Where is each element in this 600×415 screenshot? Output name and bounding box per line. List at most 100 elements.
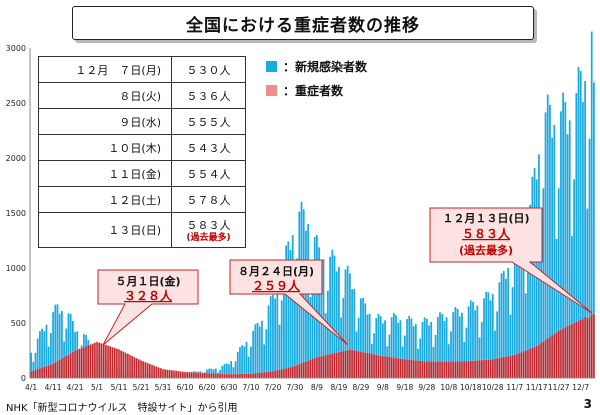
bar-severe — [87, 345, 90, 379]
bar-severe — [487, 359, 490, 379]
legend-new-cases: ：新規感染者数 — [266, 58, 367, 75]
bar-new-cases — [263, 344, 266, 378]
bar-severe — [139, 360, 143, 379]
bar-severe — [238, 373, 241, 379]
bar-severe — [186, 371, 189, 379]
bar-new-cases — [230, 361, 233, 378]
bar-new-cases — [522, 229, 525, 378]
callout-may1: ５月１日(金) ３２８人 — [97, 269, 199, 346]
bar-severe — [124, 352, 127, 379]
bar-new-cases — [58, 313, 61, 378]
bar-severe — [355, 350, 358, 379]
x-tick-label: 11/27 — [548, 383, 570, 392]
bar-severe — [504, 356, 507, 379]
bar-new-cases — [555, 238, 558, 378]
table-value: ５５４人 — [171, 160, 246, 187]
bar-severe — [592, 313, 595, 379]
bar-severe — [537, 344, 540, 379]
table-row: １２日(土) ５７８人 — [38, 186, 246, 213]
bar-new-cases — [571, 235, 573, 378]
bar-severe — [208, 373, 211, 379]
bar-severe — [465, 360, 468, 379]
legend-label-new-cases: ：新規感染者数 — [283, 60, 368, 74]
bar-severe — [416, 360, 420, 379]
bar-severe — [164, 369, 167, 379]
bar-new-cases — [30, 352, 32, 378]
bar-severe — [307, 360, 310, 379]
bar-new-cases — [346, 265, 349, 378]
bar-severe — [177, 370, 180, 379]
bar-severe — [45, 365, 48, 379]
bar-severe — [586, 318, 589, 379]
bar-severe — [150, 364, 154, 379]
bar-severe — [357, 351, 360, 379]
legend-swatch-severe — [266, 85, 277, 96]
bar-new-cases — [564, 101, 567, 378]
bar-new-cases — [445, 317, 448, 378]
bar-severe — [265, 371, 268, 379]
series-severe-cases — [30, 313, 595, 379]
bar-severe — [458, 361, 461, 379]
bar-new-cases — [232, 367, 235, 378]
bar-severe — [36, 368, 39, 379]
bar-severe — [456, 361, 459, 379]
bar-severe — [155, 366, 158, 379]
x-tick-label: 4/1 — [25, 383, 37, 392]
bar-severe — [201, 372, 204, 379]
bar-new-cases — [344, 269, 347, 378]
bar-new-cases — [509, 314, 512, 378]
bar-severe — [175, 370, 178, 379]
x-tick-label: 6/10 — [177, 383, 194, 392]
bar-severe — [291, 366, 294, 379]
bar-severe — [104, 344, 107, 379]
bar-severe — [399, 358, 402, 379]
bar-new-cases — [452, 312, 455, 378]
bar-severe — [135, 358, 138, 379]
bar-severe — [485, 359, 488, 379]
bar-new-cases — [428, 325, 430, 378]
bar-severe — [520, 352, 523, 379]
bar-severe — [403, 359, 406, 379]
bar-severe — [427, 361, 431, 379]
bar-severe — [518, 352, 521, 379]
bar-severe — [197, 372, 200, 379]
bar-severe — [144, 362, 147, 379]
bar-new-cases — [538, 154, 540, 378]
bar-new-cases — [568, 120, 571, 379]
x-tick-label: 7/30 — [286, 383, 303, 392]
bar-severe — [296, 364, 299, 379]
severe-count-table: １２月 ７日(月) ５３０人 ８日(火) ５３６人 ９日(水) ５５５人 １０日… — [38, 56, 246, 248]
bar-severe — [120, 350, 123, 379]
bar-severe — [179, 371, 182, 379]
bar-severe — [460, 361, 464, 379]
bar-severe — [469, 360, 472, 379]
bar-new-cases — [43, 330, 46, 378]
bar-severe — [467, 360, 470, 379]
bar-severe — [194, 372, 198, 379]
bar-new-cases — [223, 363, 226, 378]
bar-severe — [562, 328, 565, 379]
bar-severe — [366, 352, 369, 379]
bar-severe — [219, 373, 222, 379]
bar-new-cases — [287, 241, 290, 378]
bar-severe — [548, 336, 551, 379]
table-date: １２日(土) — [38, 186, 172, 213]
bar-severe — [353, 350, 356, 379]
bar-severe — [315, 356, 318, 379]
bar-severe — [100, 343, 103, 379]
bar-severe — [41, 367, 44, 379]
bar-new-cases — [375, 317, 378, 378]
bar-severe — [236, 373, 239, 379]
x-tick-label: 7/20 — [265, 383, 282, 392]
bar-severe — [590, 314, 593, 379]
bar-severe — [533, 346, 536, 379]
bar-new-cases — [359, 298, 362, 378]
bar-new-cases — [364, 303, 367, 378]
bar-severe — [333, 352, 336, 379]
bar-new-cases — [483, 298, 485, 378]
bar-severe — [205, 372, 209, 379]
x-tick-label: 6/20 — [199, 383, 216, 392]
bar-severe — [137, 359, 140, 379]
bar-severe — [535, 345, 538, 379]
